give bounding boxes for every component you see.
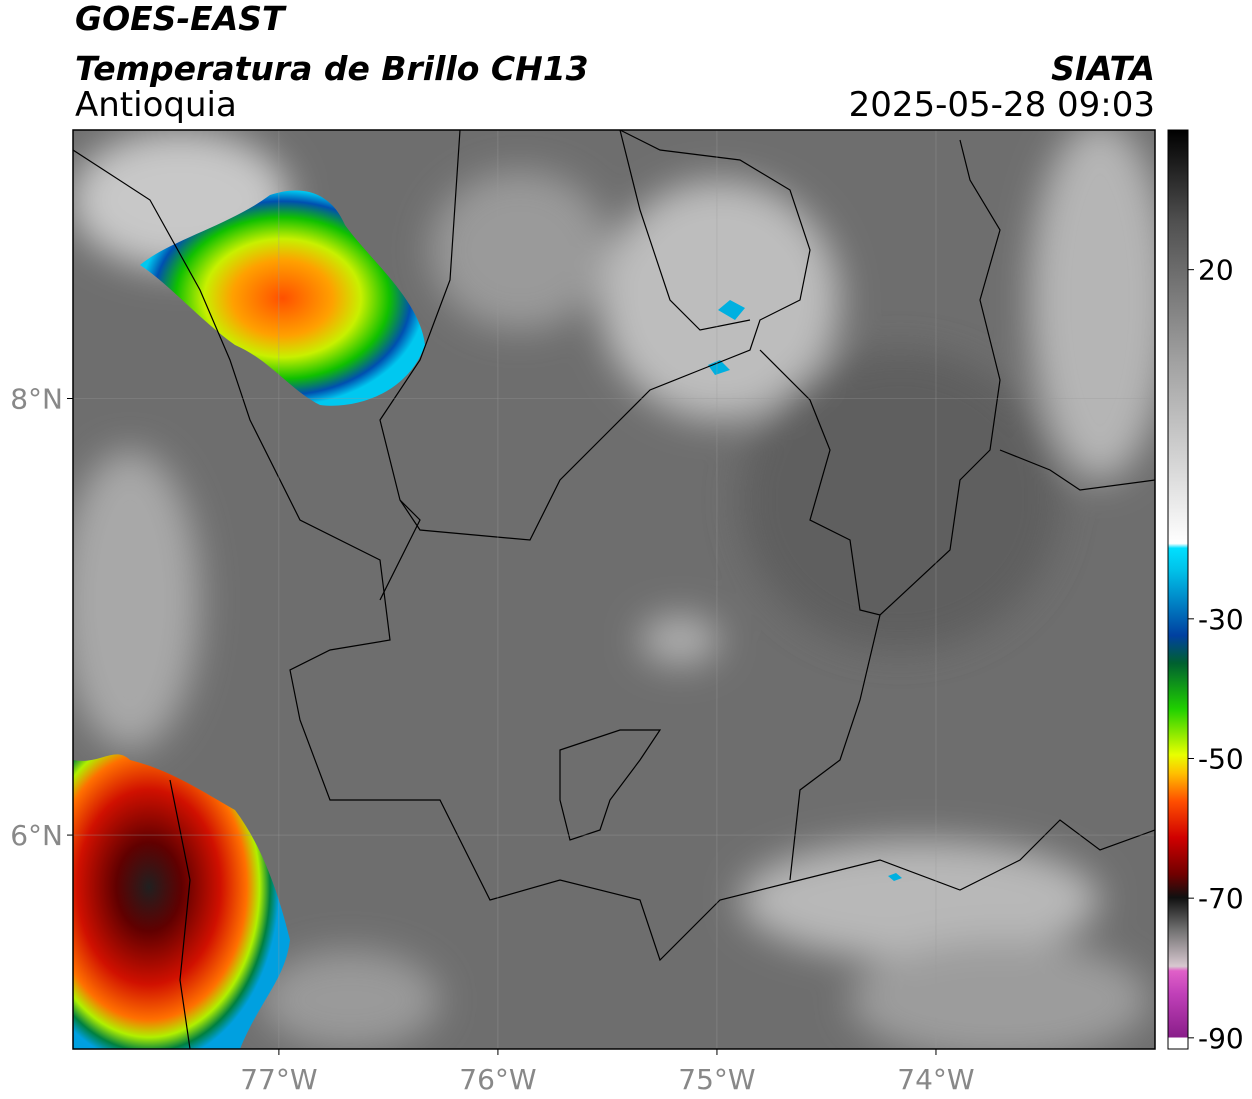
lon-tick-label: 76°W [459,1063,536,1096]
lon-tick-label: 74°W [897,1063,974,1096]
colorbar-tick-label: -90 [1198,1022,1244,1055]
agency: SIATA [1051,49,1155,88]
colorbar-tick-label: -50 [1198,742,1244,775]
source: GOES-EAST [75,0,287,38]
map [73,130,1155,1049]
lon-tick-label: 75°W [678,1063,755,1096]
borders [73,130,1155,1049]
colorbar-tick-label: -70 [1198,882,1244,915]
cold-cloud [73,754,290,1049]
lat-tick-label: 6°N [10,819,63,852]
clouds [73,130,1155,1049]
colorbar [1167,129,1189,1050]
cold-cloud [140,190,425,406]
region: Antioquia [75,85,237,125]
lat-tick-label: 8°N [10,382,63,415]
colorbar-tick-label: -30 [1198,603,1244,636]
map-frame [72,129,1156,1050]
colorbar-tick-label: 20 [1198,254,1234,287]
datetime: 2025-05-28 09:03 [849,85,1155,125]
lon-tick-label: 77°W [240,1063,317,1096]
title: Temperatura de Brillo CH13 [75,49,589,88]
